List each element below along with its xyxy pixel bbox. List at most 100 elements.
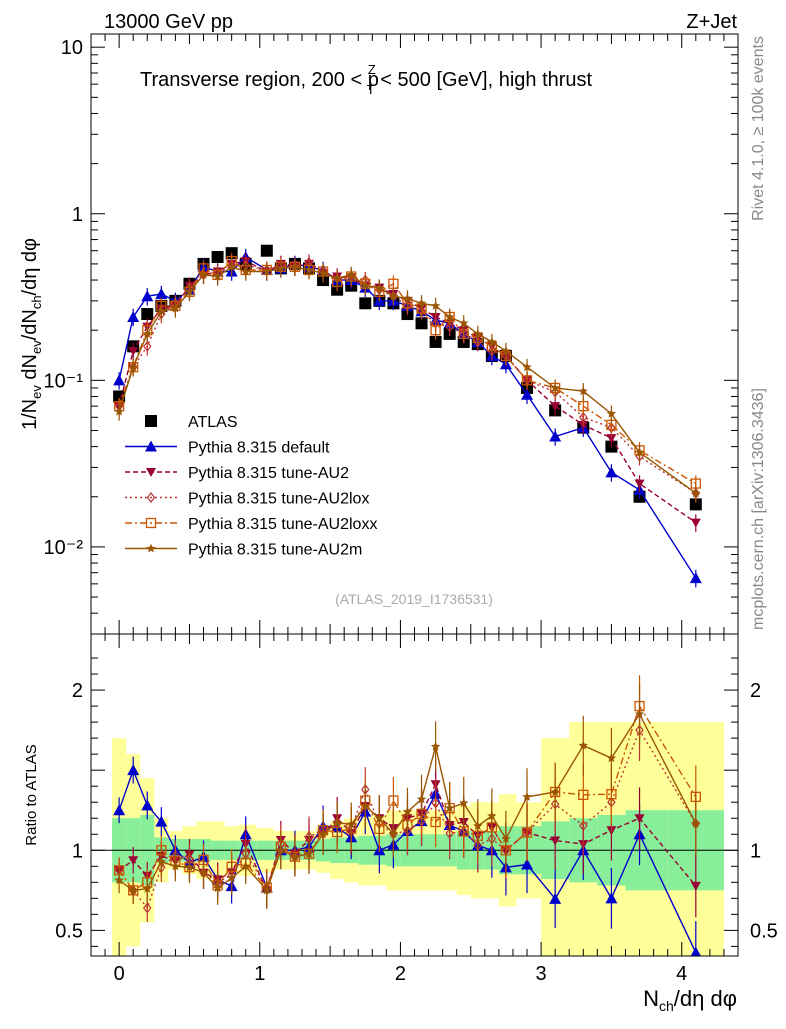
ratio-point-5 (388, 828, 399, 838)
series-point-5 (374, 282, 385, 292)
series-point-5 (522, 362, 532, 372)
ratio-tick-label: 0.5 (55, 920, 83, 942)
y-tick-label: 10 (61, 37, 83, 59)
series-point-1 (141, 290, 154, 302)
series-point-5 (332, 273, 342, 283)
series-point-3 (579, 411, 588, 423)
legend: ATLAS Pythia 8.315 default Pythia 8.315 tu… (125, 414, 377, 559)
ratio-point-3 (143, 902, 152, 914)
ratio-point-5 (262, 885, 272, 895)
ratio-point-5 (142, 883, 152, 893)
ratio-point-5 (606, 753, 617, 763)
series-point-5 (262, 266, 272, 276)
series-point-5 (360, 280, 370, 290)
legend-marker-2 (146, 468, 156, 477)
ratio-point-5 (578, 740, 588, 750)
ratio-point-5 (114, 875, 124, 885)
legend-marker-3 (146, 492, 156, 503)
ratio-tick-label-right: 2 (750, 680, 761, 702)
xlabel-a: N (643, 986, 659, 1011)
atlas-point (211, 251, 224, 264)
ratio-point-1 (521, 858, 534, 870)
ratio-point-5 (318, 829, 328, 839)
ratio-point-5 (170, 861, 181, 871)
series-point-2 (606, 434, 617, 444)
series-line-1 (118, 256, 697, 579)
atlas-point (689, 498, 702, 511)
x-tick-label: 0 (114, 963, 125, 985)
y-tick-label: 10⁻¹ (44, 370, 84, 392)
series-point-5 (388, 291, 399, 301)
ratio-point-5 (522, 791, 532, 801)
legend-label-4: Pythia 8.315 tune-AU2loxx (188, 516, 377, 533)
y-axis-label: 1/Nev dNev/dNch/dη dφ (19, 238, 44, 430)
series-line-5 (118, 266, 697, 494)
series-point-5 (170, 303, 181, 313)
ylabel-a-sub: ev (29, 385, 44, 399)
series-point-5 (142, 328, 152, 338)
x-tick-label: 4 (676, 963, 687, 985)
header-right: Z+Jet (686, 11, 737, 33)
ratio-point-5 (430, 741, 441, 751)
ratio-point-5 (473, 821, 483, 830)
series-point-5 (578, 386, 588, 396)
ratio-point-5 (226, 872, 237, 882)
series-point-5 (114, 406, 124, 416)
ratio-point-1 (113, 804, 126, 816)
ratio-point-5 (304, 848, 314, 858)
legend-marker-5 (146, 543, 156, 553)
top-data-marks (113, 244, 702, 588)
ylabel-c-sub: ch (29, 295, 44, 309)
ratio-tick-label-right: 1 (750, 840, 761, 862)
series-point-5 (634, 447, 645, 457)
series-point-5 (276, 263, 286, 273)
series-point-5 (416, 298, 427, 308)
ratio-point-4 (430, 816, 441, 828)
ratio-point-2 (690, 881, 701, 891)
series-point-5 (606, 408, 617, 418)
ratio-point-5 (290, 851, 300, 861)
series-point-5 (128, 362, 138, 372)
legend-label-1: Pythia 8.315 default (188, 440, 330, 457)
atlas-point (429, 335, 442, 348)
title-sup: Z (368, 62, 376, 77)
series-point-5 (304, 264, 314, 274)
ratio-point-5 (184, 862, 195, 872)
series-point-5 (459, 318, 469, 328)
series-point-2 (128, 347, 139, 357)
ratio-point-5 (444, 803, 455, 813)
series-point-1 (155, 287, 168, 299)
ratio-point-2 (128, 856, 139, 866)
atlas-point (141, 308, 154, 321)
atlas-point (415, 317, 428, 330)
series-point-2 (550, 402, 561, 412)
legend-marker-4 (145, 517, 157, 529)
title-pre: Transverse region, 200 < p (140, 69, 379, 91)
legend-marker-1 (145, 440, 157, 452)
series-point-5 (487, 336, 497, 346)
ratio-tick-label: 1 (72, 840, 83, 862)
xlabel-a-sub: ch (659, 998, 674, 1014)
ratio-point-4 (521, 827, 533, 838)
series-point-5 (241, 266, 251, 276)
ratio-y-label: Ratio to ATLAS (23, 744, 40, 845)
title-post: < 500 [GeV], high thrust (375, 69, 593, 91)
ratio-point-5 (416, 794, 427, 804)
ratio-point-5 (402, 806, 413, 816)
series-point-5 (444, 312, 455, 321)
series-point-1 (521, 388, 534, 400)
ratio-point-3 (445, 827, 454, 839)
ratio-point-5 (241, 861, 251, 871)
ratio-point-5 (128, 885, 138, 895)
rivet-label: Rivet 4.1.0, ≥ 100k events (750, 36, 767, 221)
series-point-5 (156, 306, 167, 316)
xlabel-b: /dη dφ (674, 986, 737, 1011)
series-point-3 (445, 321, 454, 333)
ratio-point-5 (276, 845, 286, 855)
x-tick-label: 1 (254, 963, 265, 985)
title-sub: T (367, 82, 375, 97)
ratio-point-5 (360, 801, 370, 811)
ratio-axes: 0 1 2 3 4 2 2 1 1 0.5 0.5 (55, 634, 778, 985)
series-point-5 (473, 328, 483, 338)
